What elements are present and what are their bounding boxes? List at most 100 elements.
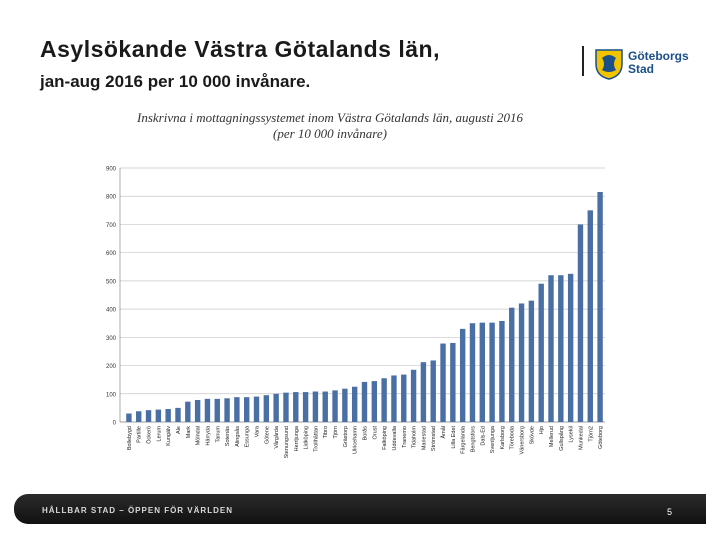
- bar: [450, 342, 456, 422]
- x-tick-label: Lilla Edet: [451, 426, 457, 449]
- logo-line2: Stad: [628, 62, 655, 76]
- x-tick-label: Uddevalla: [392, 425, 398, 450]
- bar: [126, 413, 132, 422]
- bar: [410, 369, 417, 422]
- bar: [136, 411, 142, 422]
- bar: [528, 300, 535, 422]
- x-tick-label: Alingsås: [234, 426, 241, 447]
- x-tick-label: Skövde: [529, 426, 535, 444]
- x-tick-label: Strömstad: [431, 426, 437, 451]
- x-tick-label: Öckerö: [146, 426, 153, 444]
- x-tick-label: Falköping: [382, 426, 388, 450]
- x-tick-label: Essunga: [245, 425, 251, 447]
- bar: [145, 410, 152, 422]
- y-tick-label: 900: [106, 167, 117, 173]
- x-tick-label: Orust: [372, 426, 378, 440]
- bar: [175, 407, 181, 422]
- bar: [538, 283, 544, 422]
- y-tick-label: 500: [106, 279, 117, 285]
- x-tick-label: Tjörn: [333, 426, 339, 439]
- bar: [155, 409, 162, 422]
- bar: [469, 323, 476, 422]
- x-tick-label: Vara: [255, 425, 261, 437]
- y-tick-label: 100: [106, 392, 117, 398]
- x-tick-label: Mariestad: [421, 426, 427, 450]
- bar: [194, 399, 201, 422]
- x-tick-label: Svenljunga: [490, 425, 496, 453]
- x-tick-label: Tibro: [323, 426, 329, 438]
- x-tick-label: Härryda: [205, 425, 211, 446]
- bar: [214, 398, 220, 422]
- bar: [273, 393, 279, 422]
- x-tick-label: Mellerud: [549, 426, 555, 447]
- bar: [244, 397, 250, 422]
- bar: [401, 374, 407, 422]
- bar: [558, 275, 564, 422]
- bar: [293, 392, 299, 422]
- x-tick-label: Vårgårda: [273, 425, 280, 449]
- bar: [253, 396, 260, 422]
- y-tick-label: 400: [106, 308, 117, 314]
- x-tick-label: Göteborg: [598, 426, 604, 449]
- footer-bar: [14, 494, 706, 524]
- bar: [518, 303, 525, 422]
- page-subtitle: jan-aug 2016 per 10 000 invånare.: [40, 72, 311, 91]
- bar: [509, 307, 515, 422]
- x-tick-label: Bollebygd: [127, 426, 133, 450]
- y-tick-label: 200: [106, 364, 117, 370]
- chart-title-line1: Inskrivna i mottagningssystemet inom Väs…: [136, 110, 524, 125]
- chart-title-line2: (per 10 000 invånare): [273, 126, 387, 141]
- bar: [351, 386, 358, 422]
- x-tick-label: Herrljunga: [294, 425, 300, 451]
- bar: [577, 224, 584, 422]
- bar: [234, 397, 240, 422]
- bar: [224, 398, 230, 422]
- bar: [302, 392, 309, 422]
- bar: [381, 378, 387, 422]
- logo-text: Göteborgs Stad: [628, 50, 689, 76]
- bar: [567, 273, 574, 422]
- y-tick-label: 600: [106, 251, 117, 257]
- x-tick-label: Munkedal: [578, 426, 584, 450]
- x-tick-label: Mölndal: [196, 426, 202, 445]
- bar: [479, 322, 485, 422]
- bar: [332, 390, 338, 422]
- bar: [430, 360, 436, 422]
- bar-chart: 0 100 200 300 400 500 600 700 800 900 Bollebygd Par…: [106, 167, 605, 458]
- x-tick-label: Tidaholm: [412, 426, 418, 449]
- x-tick-label: Gullspång: [558, 426, 565, 451]
- x-tick-label: Färgelanda: [461, 425, 467, 454]
- x-tick-label: Tjörn2: [588, 426, 594, 442]
- x-tick-label: Bengtsfors: [470, 426, 476, 453]
- x-tick-label: Partille: [137, 426, 143, 443]
- logo-line1: Göteborgs: [628, 49, 689, 63]
- x-tick-label: Ulricehamn: [353, 426, 359, 454]
- x-tick-label: Lysekil: [569, 426, 575, 443]
- footer-slogan: HÅLLBAR STAD – ÖPPEN FÖR VÄRLDEN: [42, 506, 233, 515]
- bar: [440, 343, 446, 422]
- x-tick-label: Grästorp: [343, 426, 349, 447]
- x-tick-label: Sotenäs: [225, 426, 231, 446]
- x-tick-label: Götene: [264, 426, 270, 444]
- bar: [165, 409, 171, 422]
- x-tick-label: Stenungsund: [284, 426, 290, 458]
- bar: [263, 395, 270, 422]
- bar: [322, 391, 328, 422]
- x-tick-label: Mark: [186, 426, 192, 438]
- bar: [312, 391, 319, 422]
- bar: [548, 275, 554, 422]
- bar: [371, 381, 378, 422]
- bar: [499, 320, 505, 422]
- x-tick-label: Töreboda: [510, 425, 516, 449]
- x-tick-label: Lidköping: [304, 426, 310, 450]
- x-tick-label: Karlsborg: [500, 426, 506, 450]
- chart-title: Inskrivna i mottagningssystemet inom Väs…: [70, 110, 590, 142]
- bar: [391, 375, 397, 422]
- x-tick-label: Åmål: [440, 426, 447, 439]
- y-tick-label: 700: [106, 223, 117, 229]
- bar: [204, 398, 211, 422]
- bar: [587, 210, 593, 422]
- x-tick-label: Tanum: [215, 426, 221, 443]
- x-tick-label: Hjo: [539, 426, 545, 434]
- bar: [361, 381, 368, 422]
